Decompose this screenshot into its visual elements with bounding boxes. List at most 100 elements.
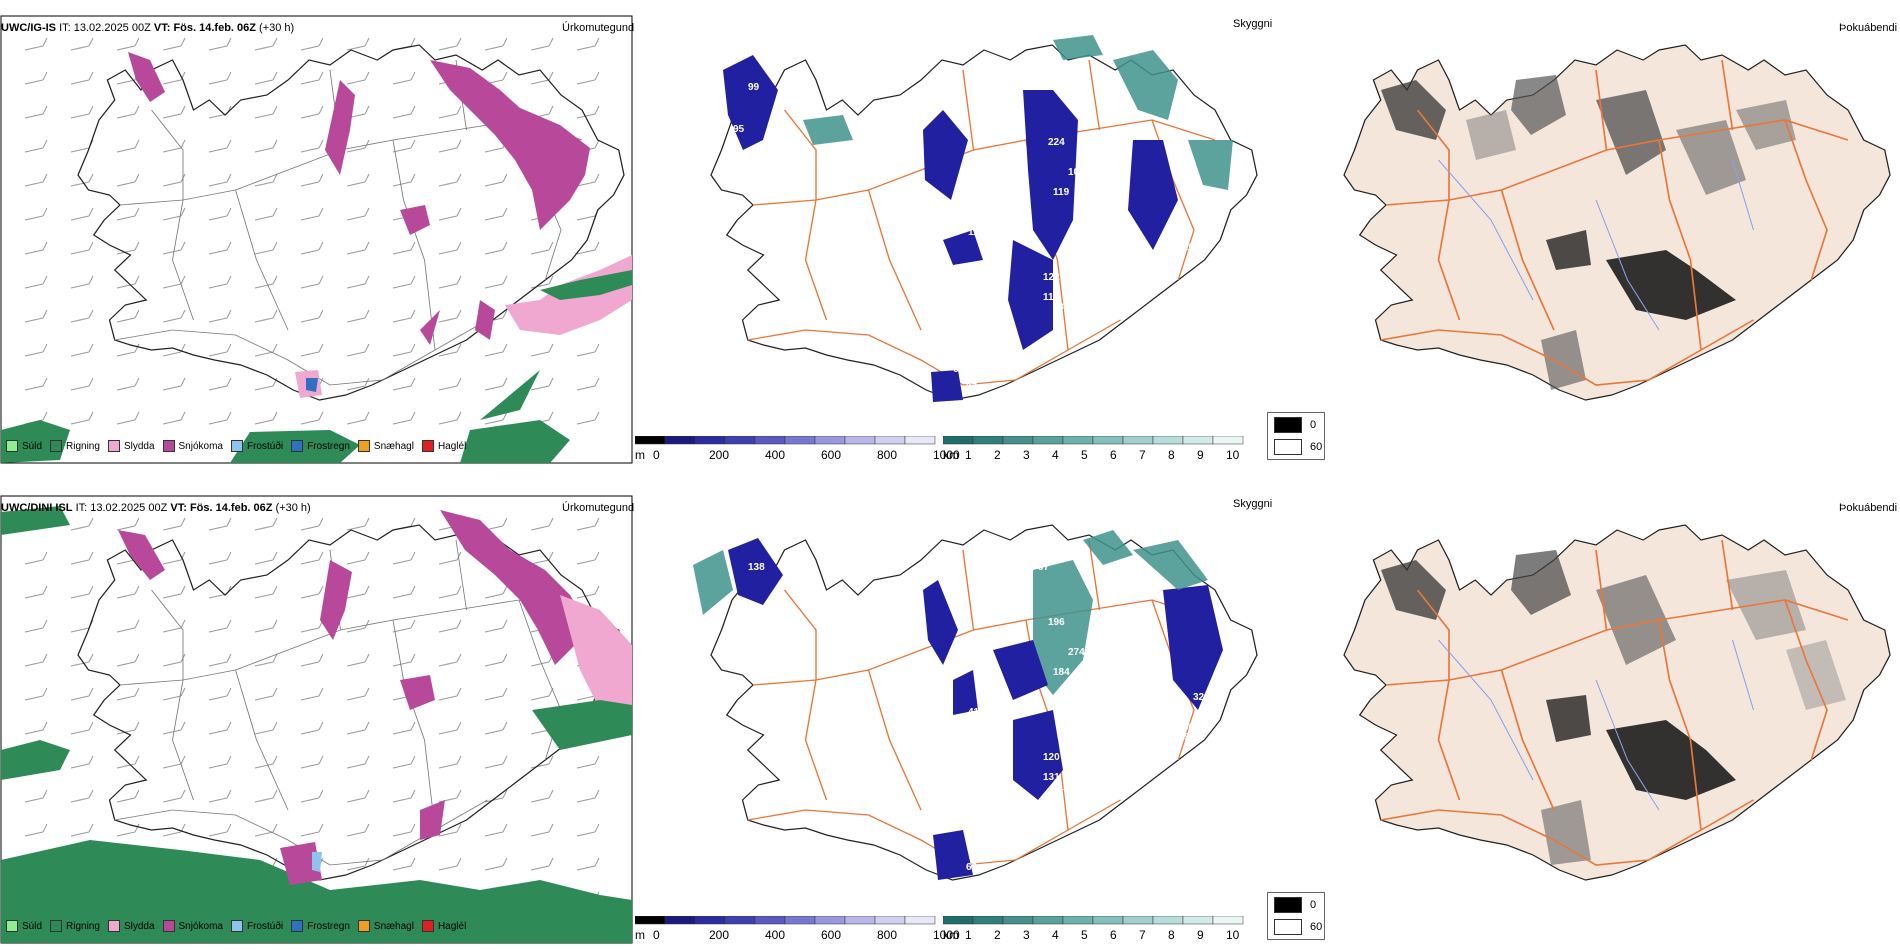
- visibility-tick: 6: [1110, 448, 1117, 462]
- colorbar-cell: [1122, 435, 1154, 445]
- visibility-tick: 4: [1052, 448, 1059, 462]
- road-line: [1088, 59, 1101, 131]
- wind-barb: [484, 857, 508, 871]
- wind-barb: [438, 139, 462, 153]
- wind-barb: [438, 241, 462, 255]
- wind-barb: [116, 37, 140, 51]
- wind-barb: [438, 411, 462, 425]
- wind-barb: [208, 823, 232, 837]
- wind-barb: [300, 789, 324, 803]
- it-label: IT:: [75, 502, 88, 514]
- wind-barb: [116, 207, 140, 221]
- model-name: UWC/DINI ISL: [1, 502, 73, 514]
- colorbar-cell: [784, 915, 816, 925]
- legend-label: Rigning: [66, 920, 100, 932]
- wind-barb: [24, 309, 48, 323]
- wind-barb: [24, 551, 48, 565]
- colorbar-cell: [1152, 435, 1184, 445]
- wind-barb: [576, 105, 600, 119]
- ceiling-value: 86: [983, 717, 995, 728]
- colorbar-cell: [1182, 435, 1214, 445]
- legend-label: Slydda: [123, 440, 155, 452]
- ceiling-value: 66: [953, 364, 965, 375]
- visibility-tick: 9: [1197, 928, 1204, 942]
- wind-barbs: [24, 37, 600, 425]
- road-line: [1784, 599, 1828, 761]
- legend-swatch: [50, 440, 63, 452]
- wind-barb: [254, 653, 278, 667]
- wind-barb: [346, 789, 370, 803]
- colorbar-cell: [1062, 435, 1094, 445]
- legend-item: Frostregn: [291, 440, 350, 452]
- wind-barb: [116, 823, 140, 837]
- colorbar-cell: [972, 435, 1004, 445]
- wind-barb: [300, 241, 324, 255]
- wind-barb: [300, 653, 324, 667]
- road-line: [804, 199, 828, 321]
- wind-barb: [392, 619, 416, 633]
- visibility-tick: 6: [1110, 928, 1117, 942]
- wind-barb: [70, 517, 94, 531]
- wind-barb: [484, 37, 508, 51]
- wind-barb: [162, 585, 186, 599]
- colorbar-cell: [1032, 435, 1064, 445]
- legend-label: Rigning: [66, 440, 100, 452]
- colorbar-cell: [972, 915, 1004, 925]
- fog-label: 60: [1310, 921, 1323, 933]
- panel-title: UWC/DINI ISL IT: 13.02.2025 00Z VT: Fös.…: [1, 502, 311, 514]
- colorbar-cell: [634, 435, 666, 445]
- legend-label: Snjókoma: [178, 920, 223, 932]
- wind-barb: [346, 309, 370, 323]
- ceiling-value: 120: [968, 262, 985, 273]
- wind-barb: [116, 653, 140, 667]
- wind-barb: [346, 517, 370, 531]
- wind-barb: [530, 377, 554, 391]
- wind-barb: [254, 139, 278, 153]
- fog-title: Þokuábendi: [1839, 502, 1898, 514]
- wind-barb: [392, 653, 416, 667]
- ceiling-tick: 400: [765, 448, 786, 462]
- colorbar-cell: [664, 915, 696, 925]
- wind-barb: [392, 857, 416, 871]
- wind-barb: [392, 241, 416, 255]
- road-line: [1595, 69, 1608, 151]
- road-line: [172, 199, 194, 321]
- wind-barb: [300, 823, 324, 837]
- ceiling-value: 113: [968, 227, 985, 238]
- road-line: [1784, 119, 1828, 281]
- wind-barb: [346, 173, 370, 187]
- wind-barb: [392, 551, 416, 565]
- wind-barb: [530, 275, 554, 289]
- road-line: [235, 669, 289, 811]
- colorbar-cell: [754, 915, 786, 925]
- legend-swatch: [230, 920, 243, 932]
- wind-barb: [300, 721, 324, 735]
- wind-barb: [438, 309, 462, 323]
- ceiling-value: 151: [1193, 212, 1210, 223]
- wind-barb: [116, 105, 140, 119]
- road-line: [783, 109, 817, 200]
- ceiling-colorbar: [634, 435, 936, 445]
- precip-areas: [1, 506, 632, 943]
- wind-barb: [162, 139, 186, 153]
- vt-value: Fös. 14.feb. 06Z: [173, 22, 256, 34]
- wind-barb: [254, 309, 278, 323]
- road-line: [867, 189, 922, 331]
- visibility-unit: km: [943, 448, 959, 462]
- wind-barb: [116, 377, 140, 391]
- ceiling-tick: 0: [653, 448, 660, 462]
- wind-barb: [162, 721, 186, 735]
- wind-barb: [530, 517, 554, 531]
- ceiling-colorbar: [634, 915, 936, 925]
- ceiling-unit: m: [635, 448, 645, 462]
- visibility-tick: 8: [1168, 928, 1175, 942]
- legend-swatch: [6, 440, 18, 452]
- legend-label: Frostregn: [307, 440, 350, 452]
- ceiling-value: 84: [983, 237, 995, 248]
- wind-barb: [208, 789, 232, 803]
- ceiling-value: 84: [758, 142, 770, 153]
- wind-barb: [484, 173, 508, 187]
- wind-barb: [208, 173, 232, 187]
- wind-barb: [162, 275, 186, 289]
- legend-swatch: [107, 920, 120, 932]
